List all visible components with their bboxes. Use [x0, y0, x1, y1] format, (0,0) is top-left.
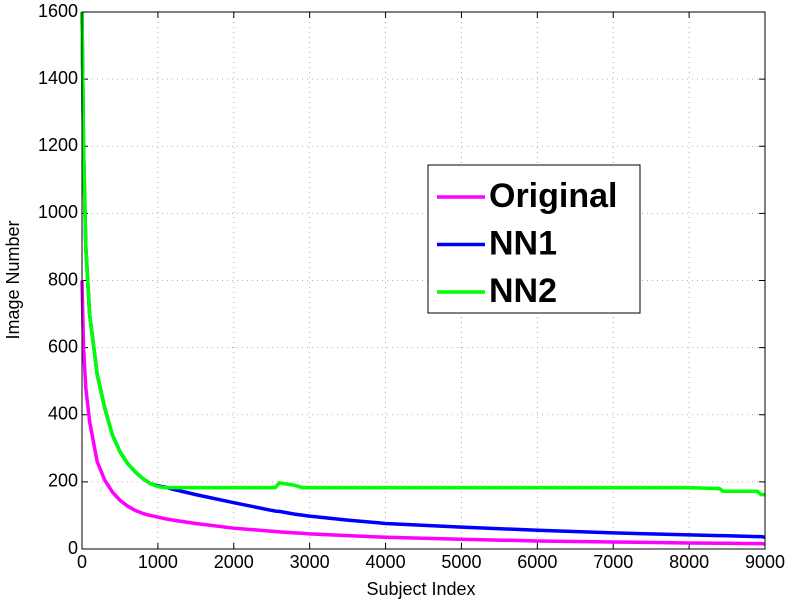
x-tick-label: 0 — [77, 552, 87, 572]
y-tick-label: 800 — [48, 269, 78, 289]
legend-box — [427, 164, 641, 314]
y-axis-label: Image Number — [3, 220, 23, 339]
legend-label: NN2 — [489, 272, 557, 310]
x-tick-label: 1000 — [138, 552, 178, 572]
y-tick-label: 400 — [48, 404, 78, 424]
x-tick-label: 5000 — [441, 552, 481, 572]
series-line — [80, 280, 766, 546]
legend: Original NN1 NN2 — [427, 164, 641, 314]
y-tick-label: 1200 — [38, 135, 78, 155]
axes-frame — [81, 11, 766, 550]
plot-area — [82, 12, 765, 549]
x-tick-label: 4000 — [366, 552, 406, 572]
y-tick-label: 1400 — [38, 68, 78, 88]
y-tick-label: 0 — [68, 538, 78, 558]
x-tick-label: 8000 — [669, 552, 709, 572]
x-axis-label: Subject Index — [366, 579, 475, 599]
x-tick-label: 6000 — [517, 552, 557, 572]
series-line — [80, 11, 765, 497]
x-tick-label: 3000 — [290, 552, 330, 572]
y-tick-label: 1600 — [38, 1, 78, 21]
legend-label: NN1 — [489, 224, 557, 262]
legend-label: Original — [489, 177, 617, 215]
x-tick-label: 7000 — [593, 552, 633, 572]
y-tick-label: 200 — [48, 471, 78, 491]
x-tick-label: 9000 — [745, 552, 785, 572]
y-tick-label: 1000 — [38, 202, 78, 222]
x-tick-label: 2000 — [214, 552, 254, 572]
y-tick-label: 600 — [48, 336, 78, 356]
